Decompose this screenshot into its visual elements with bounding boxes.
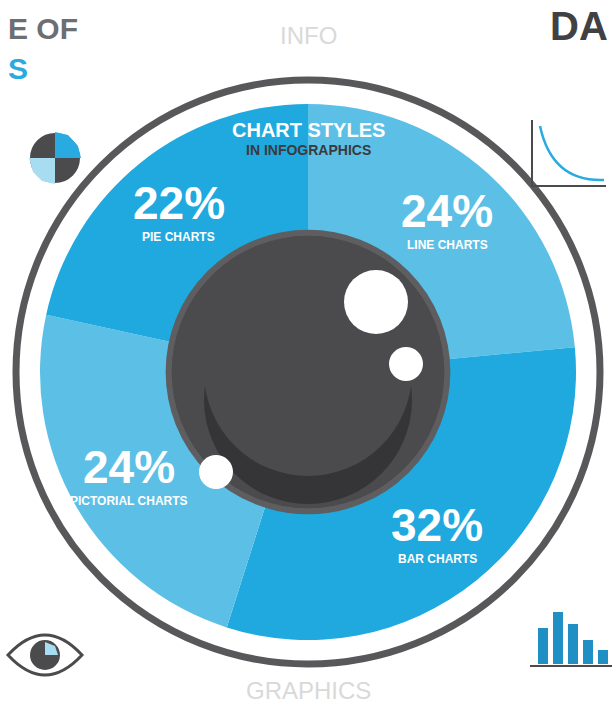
svg-text:32%: 32% — [391, 499, 483, 551]
svg-text:S: S — [8, 52, 28, 85]
svg-text:E OF: E OF — [8, 12, 78, 45]
svg-text:INFO: INFO — [280, 22, 337, 49]
svg-text:IN INFOGRAPHICS: IN INFOGRAPHICS — [246, 142, 371, 158]
svg-text:22%: 22% — [133, 177, 225, 229]
svg-text:24%: 24% — [401, 185, 493, 237]
svg-text:BAR CHARTS: BAR CHARTS — [398, 552, 477, 566]
svg-text:LINE CHARTS: LINE CHARTS — [407, 238, 488, 252]
svg-text:DA: DA — [550, 4, 608, 48]
svg-text:PICTORIAL CHARTS: PICTORIAL CHARTS — [70, 494, 188, 508]
svg-text:GRAPHICS: GRAPHICS — [246, 677, 371, 704]
svg-text:CHART STYLES: CHART STYLES — [232, 119, 385, 141]
svg-text:24%: 24% — [83, 441, 175, 493]
svg-text:PIE CHARTS: PIE CHARTS — [142, 230, 215, 244]
